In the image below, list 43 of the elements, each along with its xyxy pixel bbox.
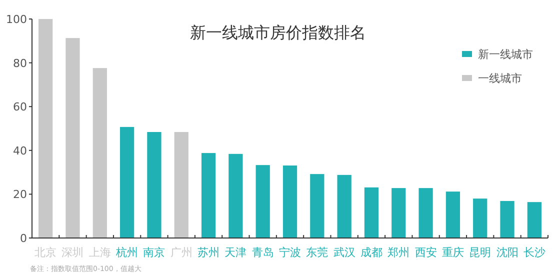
bar [66,38,80,238]
legend-label: 新一线城市 [478,48,533,61]
x-tick-label: 天津 [224,246,247,259]
chart-title: 新一线城市房价指数排名 [190,23,366,42]
x-tick-label: 长沙 [523,246,546,259]
x-tick-label: 重庆 [442,246,464,259]
x-tick-label: 昆明 [469,246,492,259]
bar [120,126,134,238]
bar [174,132,188,238]
x-tick-label: 苏州 [198,246,220,259]
x-tick-label: 东莞 [306,246,328,259]
x-tick-label: 成都 [360,246,382,259]
x-tick-label: 宁波 [279,246,301,259]
bar [337,174,352,238]
bar [500,200,514,238]
x-tick-label: 南京 [143,246,166,259]
x-tick-label: 郑州 [388,246,410,259]
bar [310,174,324,238]
x-tick-label: 武汉 [333,246,356,259]
legend-label: 一线城市 [478,72,522,85]
y-tick-label: 40 [13,144,27,158]
bar [201,153,216,238]
y-tick-label: 80 [13,56,27,70]
bar [364,187,379,238]
bar [92,68,107,238]
x-tick-label: 沈阳 [496,246,518,259]
bar [228,154,243,238]
bar [282,166,298,238]
x-tick-label: 西安 [414,246,437,259]
y-tick-label: 20 [13,188,27,202]
y-tick-label: 100 [6,13,27,26]
bar [418,188,433,238]
bar [392,188,406,238]
x-tick-label: 青岛 [252,246,274,259]
bar [38,19,53,238]
x-tick-label: 杭州 [115,246,138,259]
bar [256,165,270,238]
bar [473,198,488,238]
y-tick-label: 60 [13,100,27,114]
bar [147,132,162,238]
bar [527,202,542,238]
y-tick-label: 0 [20,232,27,245]
bar [446,192,460,238]
